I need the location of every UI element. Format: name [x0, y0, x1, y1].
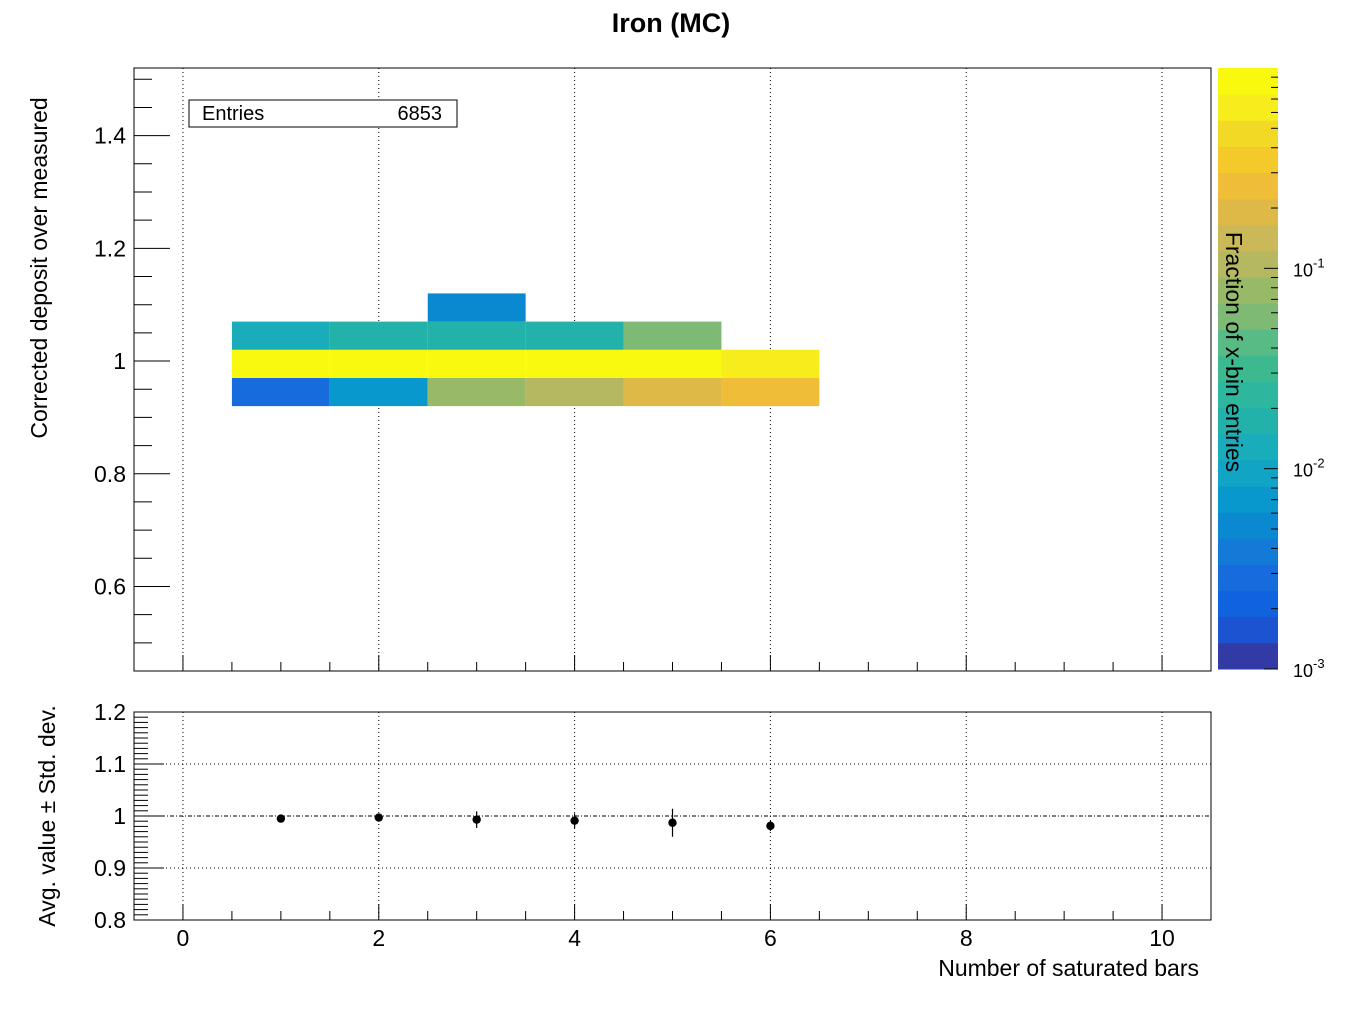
stats-box: Entries 6853 [188, 99, 458, 128]
data-point [472, 815, 481, 824]
color-scale-tick-exponent: -1 [1313, 255, 1325, 270]
color-scale-step [1218, 486, 1278, 513]
top-y-tick-label: 0.6 [94, 573, 126, 599]
data-point [766, 821, 775, 831]
bottom-y-tick-label: 1 [113, 803, 126, 829]
color-scale-ticks: 10-110-210-3 [1264, 76, 1325, 681]
color-scale-step [1218, 303, 1278, 330]
heatmap-cell [623, 377, 722, 407]
x-tick-label: 8 [960, 925, 973, 951]
top-y-tick-label: 1.2 [94, 235, 126, 261]
heatmap-cell [231, 321, 330, 350]
heatmap-cell [231, 349, 330, 378]
x-tick-label: 4 [568, 925, 581, 951]
color-scale-step [1218, 616, 1278, 644]
heatmap-cell [525, 349, 624, 378]
x-tick-label: 2 [372, 925, 385, 951]
heatmap-cell [329, 349, 428, 378]
color-scale-label: Fraction of x-bin entries [1221, 232, 1247, 472]
heatmap-cell [427, 377, 526, 407]
color-scale-step [1218, 538, 1278, 565]
heatmap-cell [525, 377, 624, 407]
heatmap-cell [721, 377, 820, 407]
color-scale-step [1218, 172, 1278, 200]
heatmap-cells [231, 293, 820, 407]
heatmap-cell [427, 349, 526, 378]
color-scale-step [1218, 198, 1278, 226]
color-scale-step [1218, 433, 1278, 461]
data-point [668, 818, 677, 827]
x-tick-label: 6 [764, 925, 777, 951]
heatmap-cell [231, 377, 330, 407]
heatmap-cell [329, 321, 428, 350]
top-y-tick-label: 0.8 [94, 461, 126, 487]
color-scale [1218, 68, 1278, 670]
heatmap-cell [623, 321, 722, 350]
stats-entries-label: Entries [202, 103, 264, 125]
x-tick-label: 10 [1149, 925, 1175, 951]
color-scale-step [1218, 120, 1278, 147]
color-scale-step [1218, 146, 1278, 174]
top-y-axis-label: Corrected deposit over measured [26, 97, 52, 438]
color-scale-step [1218, 564, 1278, 592]
color-scale-tick-exponent: -2 [1313, 456, 1325, 471]
bottom-y-tick-label: 0.9 [94, 855, 126, 881]
color-scale-tick-exponent: -3 [1313, 656, 1325, 671]
top-y-tick-label: 1 [113, 348, 126, 374]
heatmap-cell [623, 349, 722, 378]
top-grid [182, 68, 1163, 671]
color-scale-step [1218, 329, 1278, 356]
top-y-tick-label: 1.4 [94, 123, 126, 149]
profile-points [276, 808, 775, 837]
color-scale-step [1218, 381, 1278, 409]
bottom-axis-ticks: 0 2 4 6 8 10 0.8 0.9 1 1.1 1.2 [94, 699, 1212, 951]
color-scale-step [1218, 512, 1278, 539]
heatmap-cell [427, 293, 526, 322]
x-axis-label: Number of saturated bars [938, 955, 1199, 981]
color-scale-step [1218, 355, 1278, 383]
chart-title: Iron (MC) [612, 8, 730, 38]
x-tick-label: 0 [177, 925, 190, 951]
color-scale-tick-label: 10 [1293, 461, 1313, 481]
heatmap-cell [525, 321, 624, 350]
color-scale-step [1218, 590, 1278, 618]
bottom-y-tick-label: 0.8 [94, 907, 126, 933]
heatmap-cell [427, 321, 526, 350]
color-scale-step [1218, 94, 1278, 121]
bottom-y-axis-label: Avg. value ± Std. dev. [34, 705, 60, 926]
heatmap-cell [721, 349, 820, 378]
heatmap-cell [329, 377, 428, 407]
color-scale-step [1218, 407, 1278, 435]
color-scale-step [1218, 68, 1278, 95]
bottom-y-tick-label: 1.1 [94, 751, 126, 777]
color-scale-step [1218, 250, 1278, 278]
color-scale-tick-label: 10 [1293, 661, 1313, 681]
color-scale-step [1218, 224, 1278, 252]
data-point [374, 813, 383, 822]
data-point [276, 814, 286, 823]
bottom-y-tick-label: 1.2 [94, 699, 126, 725]
color-scale-tick-label: 10 [1293, 260, 1313, 280]
stats-box-frame [188, 99, 458, 128]
color-scale-step [1218, 642, 1278, 670]
color-scale-step [1218, 459, 1278, 487]
data-point [570, 816, 579, 825]
top-axis-ticks: 0.6 0.8 1 1.2 1.4 [94, 78, 1212, 672]
color-scale-step [1218, 277, 1278, 304]
stats-entries-value: 6853 [398, 103, 443, 125]
